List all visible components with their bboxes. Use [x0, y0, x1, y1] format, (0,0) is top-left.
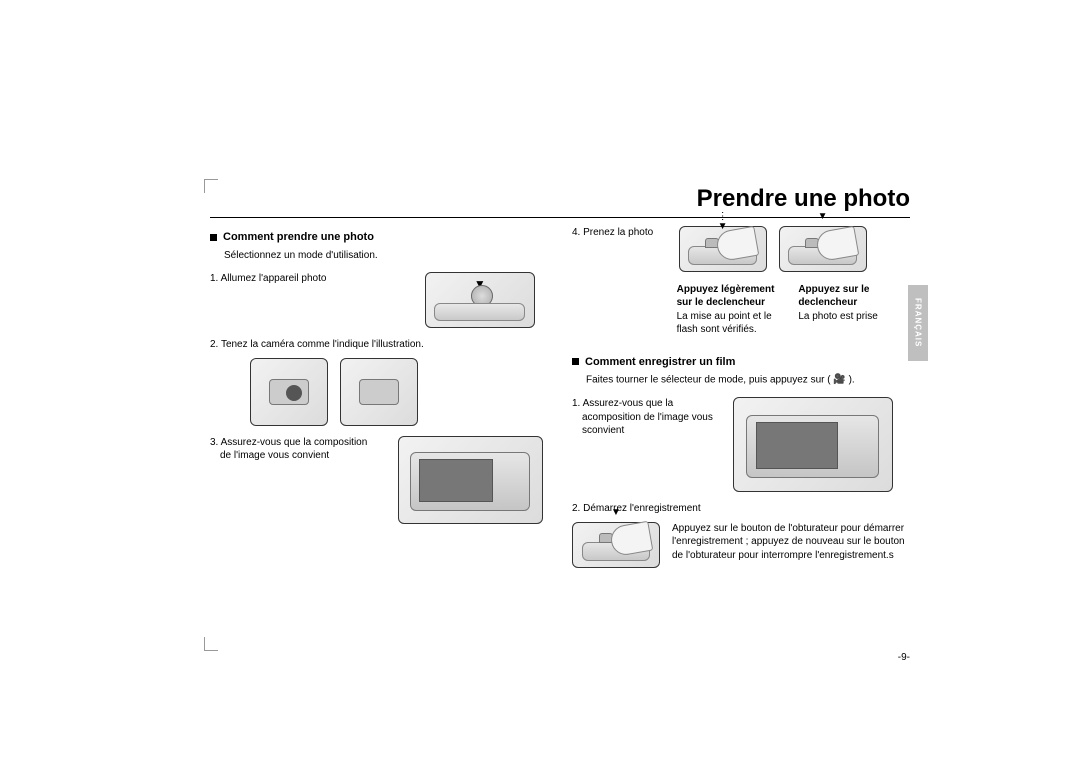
illo-half-press: [679, 226, 767, 272]
language-tab-label: FRANÇAIS: [914, 298, 923, 347]
section2-title-text: Comment enregistrer un film: [585, 355, 735, 370]
half-press-body: La mise au point et le flash sont vérifi…: [677, 310, 789, 337]
right-column: 4. Prenez la photo ⋮▼ ▼ Appuyez légèreme…: [572, 226, 910, 572]
language-tab: FRANÇAIS: [908, 285, 928, 361]
full-press-title: Appuyez sur le declencheur: [798, 283, 910, 310]
solid-arrow-icon: ▼: [818, 212, 828, 222]
bullet-square-icon: [210, 234, 217, 241]
left-column: Comment prendre une photo Sélectionnez u…: [210, 226, 548, 572]
half-press-title: Appuyez légèrement sur le declencheur: [677, 283, 789, 310]
page-number: -9-: [898, 652, 910, 663]
film-step2-text: 2. Démarrez l'enregistrement: [572, 502, 910, 516]
section-intro: Sélectionnez un mode d'utilisation.: [210, 249, 548, 263]
page-title: Prendre une photo: [210, 185, 910, 218]
step-3-text-line2: de l'image vous convient: [210, 449, 386, 463]
illo-compose-back: [398, 436, 543, 524]
film-step1-line3: sconvient: [572, 424, 721, 438]
illo-film-press: [572, 522, 660, 568]
crop-mark-bottom-left: [204, 637, 218, 651]
section-heading-take-photo: Comment prendre une photo: [210, 230, 548, 245]
section-title-text: Comment prendre une photo: [223, 230, 374, 245]
illo-hold-front: [250, 358, 328, 426]
mode-dial-icon: [471, 285, 493, 307]
film-step1-line1: 1. Assurez-vous que la: [572, 397, 721, 411]
section2-intro-a: Faites tourner le sélecteur de mode, pui…: [586, 375, 831, 386]
section-heading-record-film: Comment enregistrer un film: [572, 355, 910, 370]
film-step2-body: Appuyez sur le bouton de l'obturateur po…: [672, 522, 910, 563]
film-step-1: 1. Assurez-vous que la acomposition de l…: [572, 397, 910, 492]
illo-hold-top: [340, 358, 418, 426]
illo-film-compose: [733, 397, 893, 492]
illo-full-press: [779, 226, 867, 272]
film-mode-icon: [833, 373, 845, 387]
step-2: 2. Tenez la caméra comme l'indique l'ill…: [210, 338, 548, 426]
step-3: 3. Assurez-vous que la composition de l'…: [210, 436, 548, 524]
film-step1-line2: acomposition de l'image vous: [572, 411, 721, 425]
bullet-square-icon: [572, 358, 579, 365]
section2-intro-b: ).: [849, 375, 855, 386]
content-columns: Comment prendre une photo Sélectionnez u…: [210, 226, 910, 572]
section2-intro: Faites tourner le sélecteur de mode, pui…: [572, 373, 910, 387]
step-1-text: 1. Allumez l'appareil photo: [210, 272, 413, 286]
solid-arrow-icon: ▼: [611, 508, 621, 518]
step-1: 1. Allumez l'appareil photo: [210, 272, 548, 328]
illo-power-on: [425, 272, 535, 328]
step-2-text: 2. Tenez la caméra comme l'indique l'ill…: [210, 338, 548, 352]
manual-page: Prendre une photo FRANÇAIS Comment prend…: [210, 185, 910, 645]
crop-mark-top-left: [204, 179, 218, 193]
step-3-text-line1: 3. Assurez-vous que la composition: [210, 436, 386, 450]
step-4-text: 4. Prenez la photo: [572, 226, 667, 240]
full-press-body: La photo est prise: [798, 310, 910, 324]
step-4-row: 4. Prenez la photo ⋮▼ ▼: [572, 226, 910, 277]
film-step-2: 2. Démarrez l'enregistrement ▼ Appuyez s…: [572, 502, 910, 572]
